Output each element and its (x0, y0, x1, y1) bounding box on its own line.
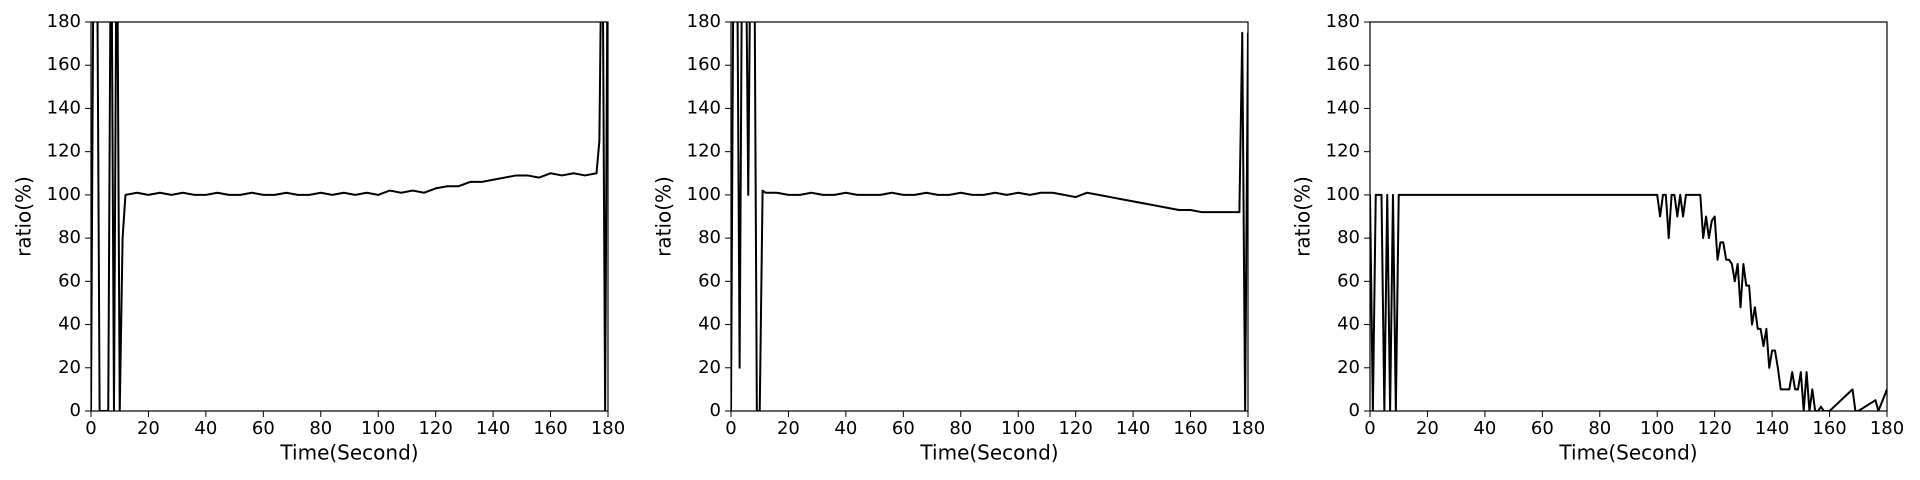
y-tick-label: 140 (687, 97, 721, 118)
x-tick-label: 100 (361, 418, 395, 439)
y-tick-label: 80 (698, 227, 721, 248)
x-tick-label: 140 (1116, 418, 1150, 439)
y-tick-label: 0 (70, 400, 81, 421)
y-tick-label: 0 (710, 400, 721, 421)
x-tick-label: 40 (194, 418, 217, 439)
y-tick-label: 180 (1326, 11, 1360, 32)
y-tick-label: 20 (58, 357, 81, 378)
y-tick-label: 20 (1337, 357, 1360, 378)
x-tick-label: 100 (1001, 418, 1035, 439)
y-tick-label: 120 (687, 141, 721, 162)
data-line (91, 22, 608, 411)
x-tick-label: 120 (1697, 418, 1731, 439)
y-axis-label: ratio(%) (12, 176, 36, 257)
x-tick-label: 180 (1870, 418, 1904, 439)
y-tick-label: 0 (1349, 400, 1360, 421)
x-tick-label: 160 (1812, 418, 1846, 439)
x-tick-label: 180 (1231, 418, 1265, 439)
x-axis-label: Time(Second) (279, 441, 418, 465)
axes-frame (1369, 21, 1888, 412)
x-tick-label: 0 (725, 418, 736, 439)
y-tick-label: 120 (47, 141, 81, 162)
y-tick-label: 20 (698, 357, 721, 378)
x-tick-label: 40 (1473, 418, 1496, 439)
y-tick-label: 80 (1337, 227, 1360, 248)
y-tick-label: 140 (47, 97, 81, 118)
y-tick-label: 100 (1326, 184, 1360, 205)
x-tick-label: 20 (1416, 418, 1439, 439)
x-tick-label: 20 (137, 418, 160, 439)
y-tick-label: 160 (1326, 54, 1360, 75)
x-tick-label: 0 (1364, 418, 1375, 439)
x-tick-label: 120 (1058, 418, 1092, 439)
data-line (731, 22, 1248, 411)
y-tick-label: 100 (47, 184, 81, 205)
y-tick-label: 40 (58, 314, 81, 335)
x-tick-label: 20 (777, 418, 800, 439)
y-axis-label: ratio(%) (652, 176, 676, 257)
x-tick-label: 160 (1173, 418, 1207, 439)
y-axis-label: ratio(%) (1291, 176, 1315, 257)
x-tick-label: 140 (1755, 418, 1789, 439)
x-tick-label: 60 (892, 418, 915, 439)
y-tick-label: 180 (687, 11, 721, 32)
axes-frame (90, 21, 609, 412)
x-tick-label: 0 (85, 418, 96, 439)
y-tick-label: 180 (47, 11, 81, 32)
y-tick-label: 40 (698, 314, 721, 335)
x-tick-label: 180 (591, 418, 625, 439)
y-tick-label: 160 (687, 54, 721, 75)
y-tick-label: 80 (58, 227, 81, 248)
line-group (731, 22, 1248, 411)
x-axis-label: Time(Second) (1558, 441, 1697, 465)
y-tick-label: 120 (1326, 141, 1360, 162)
x-axis-label: Time(Second) (919, 441, 1058, 465)
x-tick-label: 80 (1588, 418, 1611, 439)
x-tick-label: 80 (949, 418, 972, 439)
y-tick-label: 60 (58, 270, 81, 291)
y-tick-label: 160 (47, 54, 81, 75)
x-tick-label: 40 (834, 418, 857, 439)
x-tick-label: 60 (252, 418, 275, 439)
y-tick-label: 140 (1326, 97, 1360, 118)
x-tick-label: 80 (309, 418, 332, 439)
x-tick-label: 60 (1531, 418, 1554, 439)
line-group (1370, 193, 1887, 411)
y-tick-label: 60 (698, 270, 721, 291)
axes-frame (730, 21, 1249, 412)
data-line (1370, 193, 1887, 411)
y-tick-label: 40 (1337, 314, 1360, 335)
x-tick-label: 100 (1640, 418, 1674, 439)
x-tick-label: 120 (418, 418, 452, 439)
x-tick-label: 160 (533, 418, 567, 439)
y-tick-label: 100 (687, 184, 721, 205)
x-tick-label: 140 (476, 418, 510, 439)
y-tick-label: 60 (1337, 270, 1360, 291)
line-group (91, 22, 608, 411)
